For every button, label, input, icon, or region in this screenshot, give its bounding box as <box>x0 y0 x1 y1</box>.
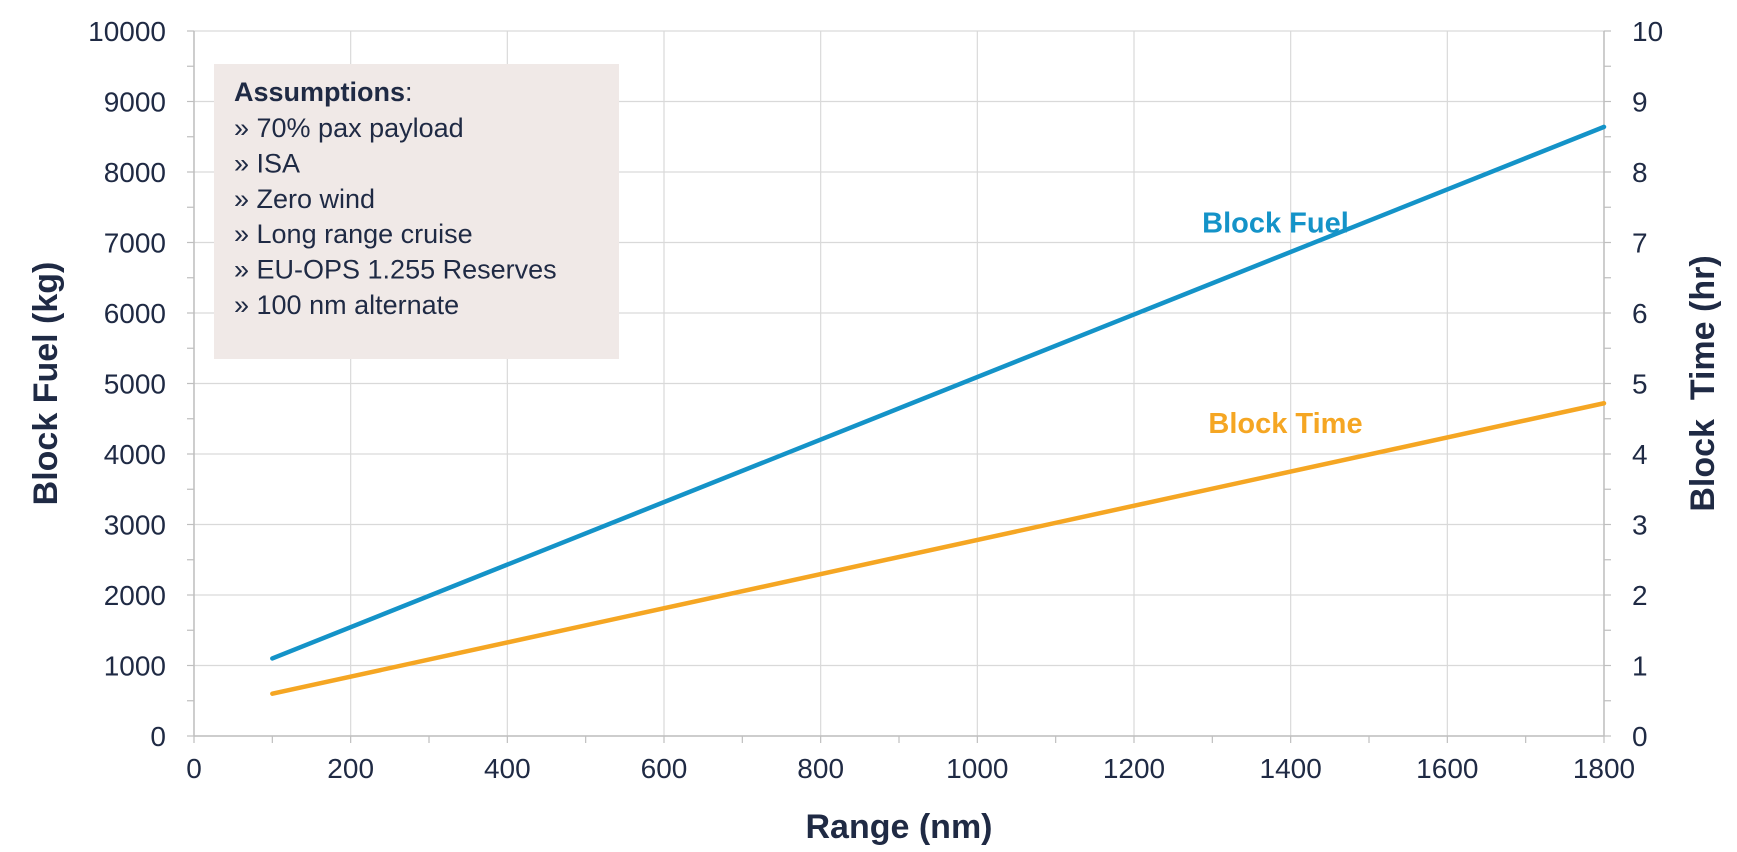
y-tick-label: 0 <box>150 721 166 752</box>
y-axis-title: Block Fuel (kg) <box>27 262 65 506</box>
x-tick-label: 1000 <box>946 753 1008 784</box>
y2-tick-label: 2 <box>1632 580 1648 611</box>
y2-tick-label: 9 <box>1632 87 1648 118</box>
y-tick-label: 4000 <box>104 439 166 470</box>
series-lines <box>270 124 1607 696</box>
assumption-item: » Zero wind <box>234 184 375 214</box>
y2-tick-label: 10 <box>1632 16 1663 47</box>
y2-tick-label: 6 <box>1632 298 1648 329</box>
x-tick-label: 1600 <box>1416 753 1478 784</box>
assumption-item: » ISA <box>234 148 300 178</box>
axis-ticks: 0 200 400 600 800 1000 1200 1400 1600 18000100020… <box>88 16 1663 784</box>
y-tick-label: 1000 <box>104 651 166 682</box>
y-tick-label: 3000 <box>104 510 166 541</box>
x-tick-label: 800 <box>797 753 844 784</box>
assumptions-heading: Assumptions: <box>234 77 413 107</box>
y-tick-label: 5000 <box>104 369 166 400</box>
y2-tick-label: 0 <box>1632 721 1648 752</box>
series-label-block-fuel: Block Fuel <box>1202 208 1349 240</box>
y2-tick-label: 8 <box>1632 157 1648 188</box>
series-line-block-time <box>270 400 1607 696</box>
y2-tick-label: 7 <box>1632 228 1648 259</box>
y2-tick-label: 5 <box>1632 369 1648 400</box>
assumption-item: » 70% pax payload <box>234 113 464 143</box>
assumptions-box <box>214 64 619 359</box>
y-tick-label: 6000 <box>104 298 166 329</box>
y2-tick-label: 1 <box>1632 651 1648 682</box>
y-tick-label: 2000 <box>104 580 166 611</box>
y-tick-label: 9000 <box>104 87 166 118</box>
assumptions-heading-colon: : <box>405 77 413 107</box>
x-tick-label: 1800 <box>1573 753 1635 784</box>
assumption-item: » Long range cruise <box>234 219 473 249</box>
y-tick-label: 8000 <box>104 157 166 188</box>
assumption-item: » EU-OPS 1.255 Reserves <box>234 255 557 285</box>
assumptions-heading-text: Assumptions <box>234 77 405 107</box>
series-label-block-time: Block Time <box>1208 408 1362 440</box>
x-tick-label: 1200 <box>1103 753 1165 784</box>
y2-tick-label: 3 <box>1632 510 1648 541</box>
x-tick-label: 400 <box>484 753 531 784</box>
y2-axis-title: Block Time (hr) <box>1684 255 1722 511</box>
x-tick-label: 0 <box>186 753 202 784</box>
grid <box>187 30 1611 743</box>
y-tick-label: 7000 <box>104 228 166 259</box>
assumption-item: » 100 nm alternate <box>234 290 459 320</box>
assumptions-list: » 70% pax payload » ISA » Zero wind » Long … <box>234 113 557 320</box>
x-axis-title: Range (nm) <box>806 808 993 846</box>
y2-tick-label: 4 <box>1632 439 1648 470</box>
x-tick-label: 600 <box>641 753 688 784</box>
x-tick-label: 200 <box>327 753 374 784</box>
series-line-block-fuel <box>270 124 1607 661</box>
y-tick-label: 10000 <box>88 16 166 47</box>
x-tick-label: 1400 <box>1260 753 1322 784</box>
